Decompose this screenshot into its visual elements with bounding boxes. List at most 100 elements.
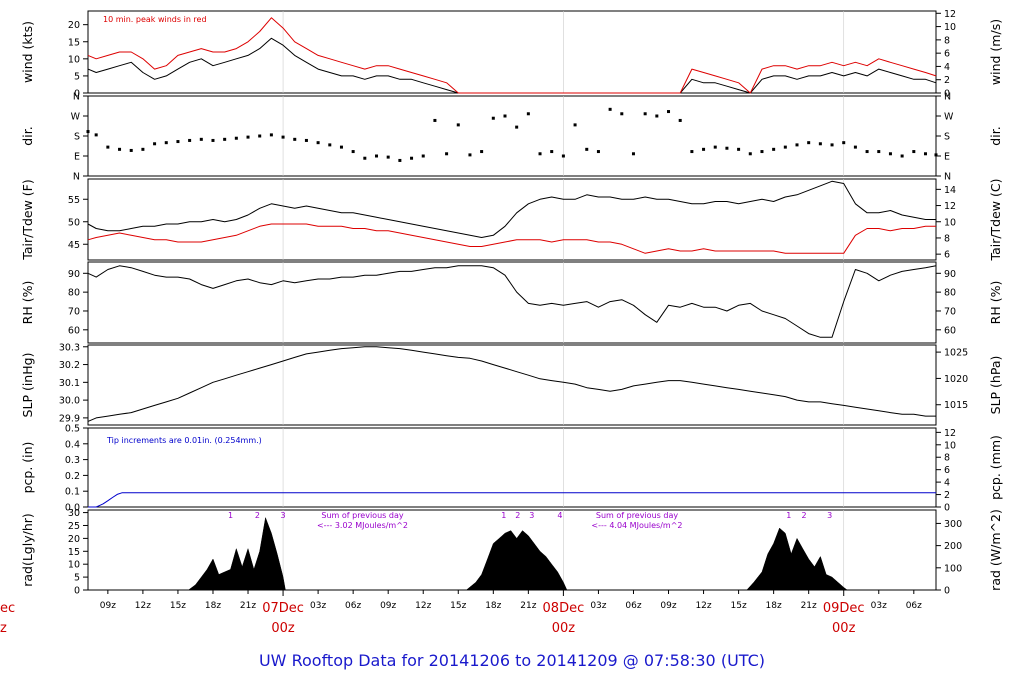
right-tick-label: 10 <box>944 440 956 451</box>
right-tick-label: 90 <box>944 269 956 280</box>
relative-humidity-frame <box>87 261 937 344</box>
precipitation-annotation: Tip increments are 0.01in. (0.254mm.) <box>106 436 262 445</box>
right-tick-label: 2 <box>944 490 950 501</box>
direction-point <box>526 112 530 116</box>
left-tick-label: 30.2 <box>59 360 80 371</box>
precipitation-ylabel: pcp. (in) <box>20 442 35 494</box>
cut-date-label: ec <box>0 601 15 616</box>
right-tick-label: 10 <box>944 22 956 33</box>
time-axis: 09z 12z 15z 18z 21z 03z 06z 09z 12z 15z 18z 21z 03z 0… <box>0 590 922 636</box>
radiation-area-day-3 <box>746 527 848 591</box>
direction-point <box>748 152 752 156</box>
cut-time-label: z <box>0 621 7 636</box>
10-min-peak-winds-line <box>87 17 937 94</box>
right-tick-label: 70 <box>944 306 956 317</box>
radiation-area-day-2 <box>465 530 568 591</box>
left-tick-label: 0 <box>74 89 80 100</box>
direction-point <box>351 150 355 154</box>
direction-point <box>631 152 635 156</box>
right-tick-label: S <box>944 132 950 143</box>
daily-sum-label: Sum of previous day <box>596 511 678 520</box>
hour-label: 18z <box>766 601 782 611</box>
direction-point <box>550 150 554 154</box>
radiation-marker: 2 <box>515 511 520 520</box>
direction-point <box>339 145 343 149</box>
direction-point <box>737 147 741 151</box>
direction-point <box>503 114 507 118</box>
right-tick-label: 6 <box>944 49 950 60</box>
direction-point <box>725 146 729 150</box>
direction-point <box>702 147 706 151</box>
left-tick-label: 30 <box>68 508 80 519</box>
right-tick-label: 1020 <box>944 374 968 385</box>
hour-label: 18z <box>485 601 501 611</box>
hour-label: 15z <box>450 601 466 611</box>
hour-label: 21z <box>520 601 536 611</box>
left-tick-label: S <box>74 132 80 143</box>
radiation-marker: 1 <box>501 511 506 520</box>
right-tick-label: 6 <box>944 250 950 261</box>
right-tick-label: 0 <box>944 586 950 597</box>
left-tick-label: 29.9 <box>59 413 80 424</box>
direction-point <box>608 107 612 111</box>
direction-point <box>199 137 203 141</box>
direction-point <box>410 156 414 160</box>
hour-label: 06z <box>625 601 641 611</box>
hour-label: 12z <box>695 601 711 611</box>
direction-point <box>643 112 647 116</box>
right-tick-label: 6 <box>944 465 950 476</box>
direction-point <box>106 145 110 149</box>
left-tick-label: 55 <box>68 195 80 206</box>
radiation-marker: 1 <box>786 511 791 520</box>
hour-label: 03z <box>871 601 887 611</box>
direction-point <box>363 156 367 160</box>
right-tick-label: 0 <box>944 89 950 100</box>
direction-point <box>211 138 215 142</box>
direction-point <box>304 138 308 142</box>
direction-point <box>456 123 460 127</box>
day-date-label: 07Dec <box>262 601 304 616</box>
hour-label: 18z <box>205 601 221 611</box>
daily-sum-value: <--- 4.04 MJoules/m^2 <box>591 521 682 530</box>
direction-point <box>678 118 682 122</box>
right-tick-label: 8 <box>944 35 950 46</box>
tair-line <box>87 180 936 238</box>
radiation-marker: 3 <box>281 511 286 520</box>
direction-point <box>129 148 133 152</box>
right-tick-label: 12 <box>944 428 956 439</box>
left-tick-label: N <box>73 92 80 103</box>
left-tick-label: 90 <box>68 269 80 280</box>
relative-humidity-ylabel: RH (%) <box>20 281 35 325</box>
right-tick-label: 2 <box>944 75 950 86</box>
right-tick-label: 200 <box>944 541 962 552</box>
right-tick-label: N <box>944 172 951 183</box>
hour-label: 15z <box>170 601 186 611</box>
sea-level-pressure-frame <box>87 344 937 426</box>
left-tick-label: 70 <box>68 306 80 317</box>
direction-point <box>573 123 577 127</box>
sea-level-pressure-ylabel: SLP (inHg) <box>20 353 35 418</box>
direction-point <box>386 155 390 159</box>
left-tick-label: 30.3 <box>59 342 80 353</box>
left-tick-label: 50 <box>68 217 80 228</box>
daily-sum-label: Sum of previous day <box>321 511 403 520</box>
direction-point <box>445 152 449 156</box>
hour-label: 06z <box>906 601 922 611</box>
direction-point <box>830 143 834 147</box>
direction-point <box>585 147 589 151</box>
left-tick-label: E <box>74 152 80 163</box>
relative-humidity-ylabel-right: RH (%) <box>988 281 1003 325</box>
right-tick-label: E <box>944 152 950 163</box>
direction-point <box>667 110 671 114</box>
right-tick-label: 4 <box>944 62 950 73</box>
day-time-label: 00z <box>552 621 576 636</box>
direction-point <box>234 136 238 140</box>
hour-label: 21z <box>240 601 256 611</box>
precipitation-frame <box>87 427 937 508</box>
direction-point <box>328 143 332 147</box>
direction-point <box>86 130 90 134</box>
wind-direction-frame <box>87 95 937 177</box>
direction-point <box>94 133 98 137</box>
right-tick-label: 10 <box>944 217 956 228</box>
